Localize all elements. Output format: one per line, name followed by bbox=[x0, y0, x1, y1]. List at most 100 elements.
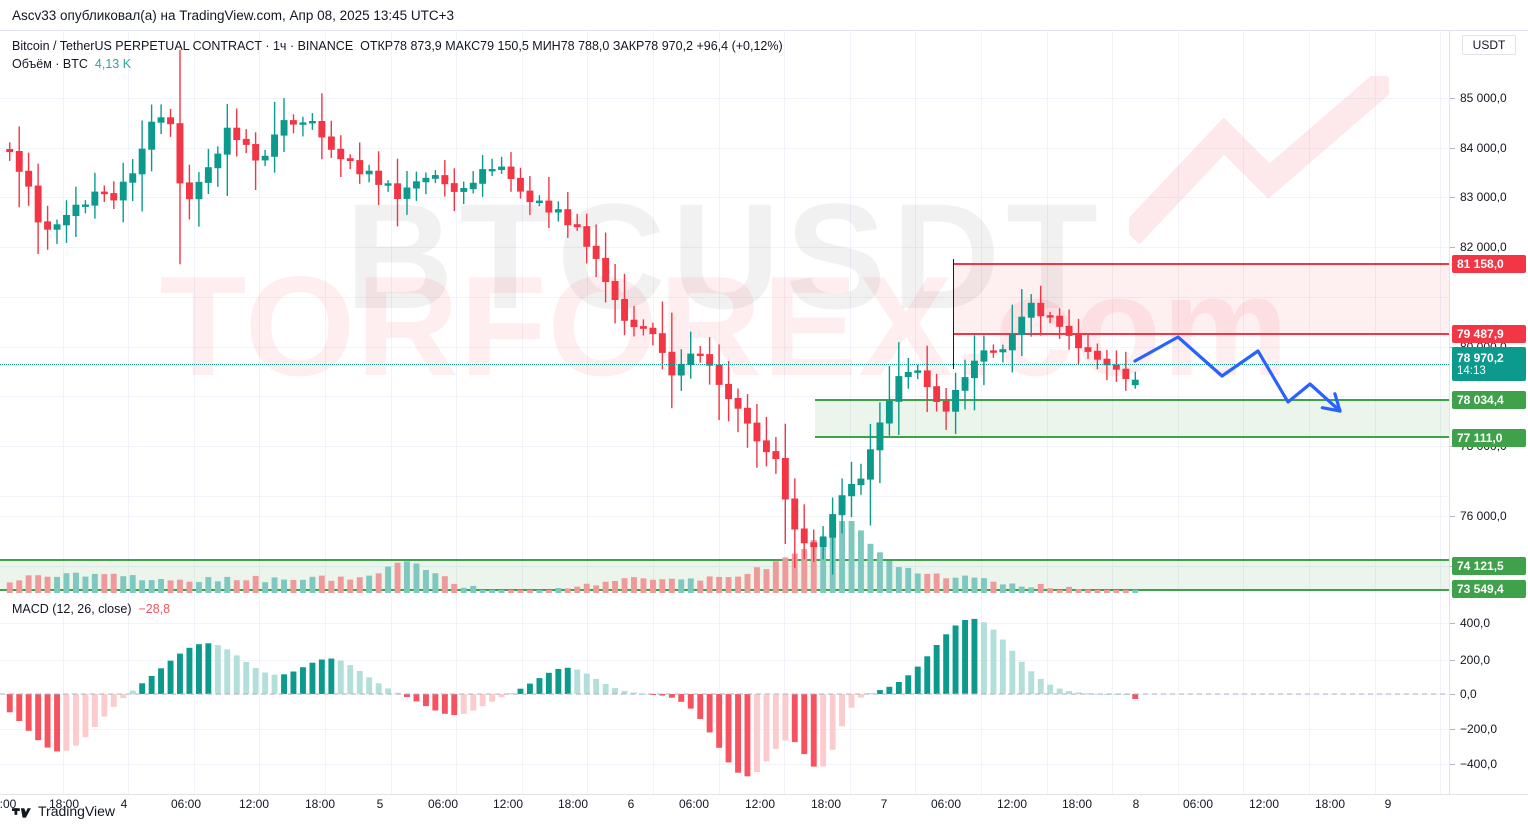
candle-body bbox=[44, 221, 51, 230]
macd-histogram-bar bbox=[820, 694, 827, 767]
resistance-zone[interactable] bbox=[953, 264, 1449, 334]
legend-sep-1: · bbox=[265, 39, 270, 53]
macd-histogram-bar bbox=[432, 694, 439, 711]
macd-histogram-bar bbox=[394, 692, 401, 694]
macd-histogram-bar bbox=[886, 686, 893, 694]
price-badge[interactable]: 77 111,0 bbox=[1452, 429, 1526, 447]
candle-body bbox=[696, 353, 704, 357]
macd-histogram-bar bbox=[943, 634, 950, 694]
macd-histogram-bar bbox=[243, 661, 250, 694]
candle-body bbox=[82, 204, 89, 207]
resistance-bottom-line[interactable] bbox=[953, 333, 1449, 335]
macd-histogram-bar bbox=[290, 671, 297, 694]
macd-histogram-bar bbox=[158, 668, 164, 694]
macd-histogram-bar bbox=[877, 690, 883, 694]
candle-body bbox=[810, 542, 818, 548]
time-label: :00 bbox=[0, 797, 17, 811]
candle-body bbox=[138, 148, 146, 175]
price-axis[interactable]: USDT 85 000,084 000,083 000,082 000,080 … bbox=[1449, 31, 1528, 794]
macd-histogram-bar bbox=[772, 694, 779, 749]
macd-histogram-bar bbox=[54, 694, 60, 752]
time-label: 06:00 bbox=[930, 797, 962, 811]
gridline-h bbox=[0, 148, 1449, 149]
deep-support-top-line[interactable] bbox=[0, 559, 1449, 561]
support-top-line[interactable] bbox=[815, 399, 1449, 401]
candle-body bbox=[763, 440, 770, 453]
tradingview-logo[interactable]: TradingView bbox=[12, 803, 115, 819]
gridline-v bbox=[325, 31, 326, 794]
price-badge[interactable]: 74 121,5 bbox=[1452, 557, 1526, 575]
macd-histogram-bar bbox=[687, 694, 694, 709]
candle-body bbox=[261, 155, 269, 161]
axis-tick bbox=[1450, 247, 1455, 248]
time-label: 12:00 bbox=[1248, 797, 1280, 811]
legend-interval[interactable]: 1ч bbox=[272, 39, 287, 53]
macd-histogram-bar bbox=[564, 667, 571, 694]
macd-label[interactable]: MACD (12, 26, close) bbox=[12, 602, 132, 616]
price-badge[interactable]: 73 549,4 bbox=[1452, 580, 1526, 598]
macd-histogram-bar bbox=[914, 666, 921, 694]
gridline-h bbox=[0, 396, 1449, 397]
macd-histogram-bar bbox=[63, 694, 70, 751]
gridline-h bbox=[0, 197, 1449, 198]
macd-axis-tick-label: −200,0 bbox=[1460, 722, 1498, 736]
gridline-h bbox=[0, 496, 1449, 497]
macd-histogram-bar bbox=[25, 694, 32, 731]
candle-body bbox=[1112, 364, 1120, 370]
time-axis[interactable]: :00 18:00 4 06:00 12:00 18:00 5 06:00 12:00 18:00… bbox=[0, 795, 1528, 827]
axis-tick bbox=[1450, 148, 1455, 149]
macd-histogram-bar bbox=[233, 655, 240, 694]
price-badge[interactable]: 78 970,2 14:13 bbox=[1452, 347, 1526, 381]
macd-axis-tick bbox=[1450, 623, 1455, 624]
candle-body bbox=[356, 160, 364, 175]
gridline-v bbox=[653, 31, 654, 794]
legend-symbol[interactable]: Bitcoin / TetherUS PERPETUAL CONTRACT bbox=[12, 39, 262, 53]
macd-histogram-bar bbox=[177, 653, 183, 694]
macd-histogram-bar bbox=[848, 694, 855, 708]
candle-body bbox=[753, 422, 761, 442]
candle-body bbox=[148, 121, 156, 150]
price-badge[interactable]: 79 487,9 bbox=[1452, 325, 1526, 343]
macd-histogram-bar bbox=[271, 674, 278, 694]
time-label: 06:00 bbox=[170, 797, 202, 811]
macd-histogram-bar bbox=[1056, 688, 1063, 694]
macd-axis-tick bbox=[1450, 729, 1455, 730]
candle-body bbox=[1094, 350, 1101, 360]
publisher-text: Ascv33 опубликовал(а) на TradingView.com… bbox=[12, 7, 455, 23]
candle-body bbox=[744, 407, 751, 424]
price-badge[interactable]: 78 034,4 bbox=[1452, 391, 1526, 409]
gridline-v bbox=[719, 31, 720, 794]
gridline-v bbox=[456, 31, 457, 794]
candle-body bbox=[583, 226, 591, 247]
candle-body bbox=[469, 182, 477, 190]
candle-body bbox=[375, 170, 383, 185]
candle-body bbox=[176, 123, 184, 184]
candle-body bbox=[658, 333, 666, 353]
macd-histogram-bar bbox=[470, 694, 477, 711]
time-label: 9 bbox=[1384, 797, 1392, 811]
support-bottom-line[interactable] bbox=[815, 436, 1449, 438]
gridline-v bbox=[587, 31, 588, 794]
deep-support-zone[interactable] bbox=[0, 560, 1449, 590]
macd-histogram-bar bbox=[763, 694, 770, 762]
gridline-h bbox=[0, 516, 1449, 517]
deep-support-bottom-line[interactable] bbox=[0, 589, 1449, 591]
macd-histogram-bar bbox=[735, 694, 741, 773]
gridline-h bbox=[0, 660, 1449, 661]
candle-body bbox=[233, 127, 241, 140]
support-zone[interactable] bbox=[815, 400, 1449, 438]
candle-body bbox=[91, 191, 99, 206]
time-label: 06:00 bbox=[427, 797, 459, 811]
gridline-h bbox=[0, 247, 1449, 248]
candle-body bbox=[526, 190, 534, 203]
candle-body bbox=[573, 224, 581, 228]
resistance-top-line[interactable] bbox=[953, 263, 1449, 265]
macd-histogram-bar bbox=[120, 694, 127, 699]
macd-histogram-bar bbox=[423, 694, 429, 707]
price-badge[interactable]: 81 158,0 bbox=[1452, 255, 1526, 273]
candle-body bbox=[1075, 335, 1082, 349]
time-label: 7 bbox=[880, 797, 888, 811]
candle-body bbox=[800, 528, 808, 544]
candle-body bbox=[923, 370, 931, 388]
chart-panes[interactable]: BTCUSDT TORFOREX.com bbox=[0, 31, 1449, 794]
